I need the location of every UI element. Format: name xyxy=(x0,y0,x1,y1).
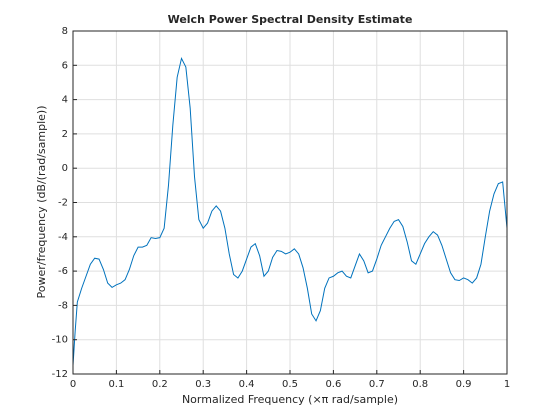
chart-title: Welch Power Spectral Density Estimate xyxy=(168,13,413,26)
x-tick-label: 0.9 xyxy=(456,379,472,390)
data-line xyxy=(72,56,508,366)
y-tick-label: 6 xyxy=(62,60,68,71)
y-tick-label: -10 xyxy=(52,335,68,346)
x-tick-label: 0.5 xyxy=(282,379,298,390)
y-tick-label: -4 xyxy=(58,232,68,243)
y-tick-label: 4 xyxy=(62,95,68,106)
y-axis-label: Power/frequency (dB/(rad/sample)) xyxy=(35,106,48,299)
y-tick-label: 0 xyxy=(62,163,68,174)
x-tick-label: 0 xyxy=(70,379,76,390)
x-tick-label: 0.8 xyxy=(412,379,428,390)
y-tick-label: -8 xyxy=(58,300,68,311)
y-tick-label: -6 xyxy=(58,266,68,277)
ticks: 0 0.1 0.2 0.3 0.4 0.5 0.6 0.7 0.8 0.9 1 -12 -10 -8 -6 -… xyxy=(52,26,511,390)
x-tick-label: 0.1 xyxy=(108,379,124,390)
y-tick-label: -2 xyxy=(58,198,68,209)
y-tick-label: 2 xyxy=(62,129,68,140)
x-tick-label: 0.2 xyxy=(152,379,168,390)
x-axis-label: Normalized Frequency (×π rad/sample) xyxy=(182,393,398,406)
plot xyxy=(72,56,508,366)
x-tick-label: 0.3 xyxy=(195,379,211,390)
x-tick-label: 0.6 xyxy=(325,379,341,390)
x-tick-label: 0.7 xyxy=(369,379,385,390)
y-tick-label: 8 xyxy=(62,26,68,37)
y-tick-label: -12 xyxy=(52,369,68,380)
x-tick-label: 0.4 xyxy=(239,379,255,390)
x-tick-label: 1 xyxy=(504,379,510,390)
